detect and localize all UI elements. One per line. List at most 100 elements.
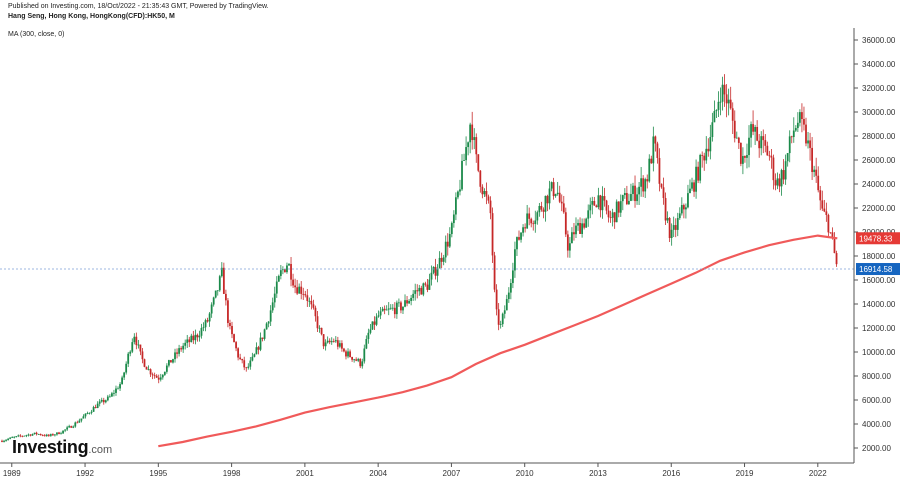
candle-body (518, 237, 520, 240)
candle-body (630, 194, 632, 201)
candle-body (233, 334, 235, 343)
candle-body (416, 290, 419, 292)
candle-body (115, 388, 117, 393)
candle-body (125, 363, 128, 373)
candle-body (257, 347, 260, 350)
candle-body (192, 335, 195, 341)
candle-body (481, 186, 484, 195)
candle-body (237, 348, 240, 358)
x-tick-label: 2007 (443, 469, 461, 478)
candle-body (585, 218, 588, 228)
candle-body (410, 297, 413, 301)
candle-body (9, 437, 12, 439)
candle-body (546, 195, 549, 204)
candle-body (809, 140, 811, 148)
candle-body (135, 336, 138, 346)
candle-body (536, 212, 539, 221)
candle-body (603, 196, 606, 201)
candle-body (750, 124, 752, 138)
candle-body (259, 337, 262, 350)
y-tick-label: 36000.00 (862, 36, 896, 45)
x-tick-label: 1992 (76, 469, 94, 478)
candles-group (1, 74, 838, 443)
candle-body (66, 427, 69, 430)
candle-body (19, 435, 22, 437)
candle-body (265, 323, 268, 330)
candle-body (744, 156, 746, 158)
y-tick-label: 10000.00 (862, 348, 896, 357)
candle-body (277, 275, 280, 282)
candle-body (497, 309, 500, 325)
candle-body (137, 344, 140, 346)
candle-body (86, 413, 89, 414)
candle-body (373, 321, 376, 325)
candle-body (534, 220, 537, 224)
candle-body (487, 196, 490, 201)
candle-body (406, 300, 408, 304)
candle-body (790, 136, 793, 138)
candle-body (833, 238, 836, 254)
candle-body (768, 155, 771, 157)
candle-body (88, 412, 91, 414)
candle-body (33, 432, 36, 435)
y-tick-label: 22000.00 (862, 204, 896, 213)
candle-body (414, 290, 417, 294)
candle-body (21, 435, 24, 437)
candle-body (418, 287, 421, 292)
candle-body (599, 195, 602, 211)
candle-body (792, 130, 795, 138)
candle-body (739, 142, 742, 164)
candle-body (231, 325, 233, 335)
candle-body (290, 263, 292, 280)
candle-body (522, 227, 524, 233)
candle-body (100, 399, 103, 402)
candle-body (15, 436, 18, 437)
candle-body (733, 120, 736, 139)
candle-body (186, 339, 189, 343)
candle-body (829, 232, 832, 234)
candle-body (719, 101, 722, 103)
candle-body (243, 360, 246, 368)
x-tick-label: 2022 (809, 469, 827, 478)
candle-body (766, 145, 769, 156)
candle-body (47, 434, 50, 436)
candle-body (662, 187, 665, 199)
candle-body (568, 243, 571, 251)
candle-body (23, 435, 26, 437)
candle-body (326, 340, 329, 343)
candle-body (332, 341, 335, 342)
candle-body (302, 293, 305, 295)
candle-body (566, 234, 569, 251)
candle-body (703, 155, 706, 161)
candle-body (550, 182, 553, 189)
candle-body (255, 347, 258, 355)
candle-body (338, 343, 341, 347)
candle-body (609, 217, 612, 219)
candle-body (729, 99, 732, 109)
candle-body (96, 403, 99, 409)
candle-body (349, 351, 351, 357)
candle-body (121, 377, 123, 385)
candle-body (475, 137, 478, 155)
y-tick-label: 12000.00 (862, 324, 896, 333)
candle-body (640, 178, 643, 187)
candle-body (371, 321, 374, 330)
candle-body (389, 307, 392, 309)
candle-body (813, 169, 816, 173)
candle-body (485, 190, 488, 197)
y-tick-label: 30000.00 (862, 108, 896, 117)
candle-body (90, 411, 93, 413)
candle-body (479, 170, 482, 187)
investing-logo: Investing.com (12, 437, 112, 458)
candle-body (320, 327, 323, 335)
candle-body (473, 137, 476, 141)
candle-body (227, 300, 229, 323)
candle-body (273, 293, 276, 303)
candle-body (636, 194, 638, 202)
x-tick-label: 1998 (223, 469, 241, 478)
candle-body (756, 126, 759, 141)
candle-body (827, 214, 830, 233)
candle-body (723, 84, 726, 95)
candle-body (391, 307, 394, 309)
ma-line (158, 234, 838, 448)
